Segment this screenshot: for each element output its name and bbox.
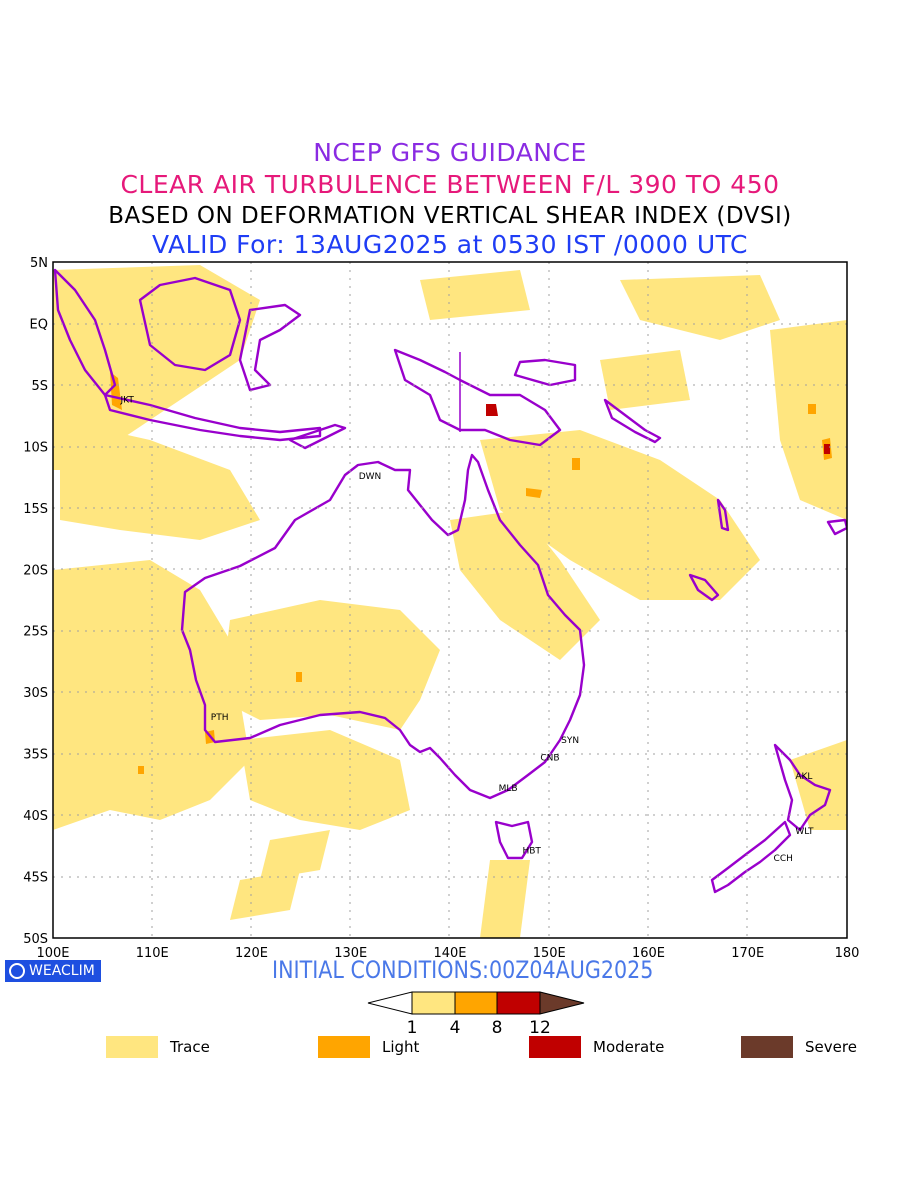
legend-label: Severe (805, 1038, 857, 1056)
lat-label: 10S (23, 440, 48, 455)
lon-label: 120E (235, 946, 268, 961)
station-label-akl: AKL (795, 772, 812, 782)
latitude-labels: 5N EQ 5S 10S 15S 20S 25S 30S 35S 40S 45S 50S (23, 256, 48, 947)
lat-label: 50S (23, 932, 48, 947)
colorbar-tick: 4 (450, 1018, 461, 1038)
legend-swatch (529, 1036, 581, 1058)
lat-label: 30S (23, 686, 48, 701)
map-frame (52, 261, 848, 939)
colorbar-tick: 12 (529, 1018, 551, 1038)
legend-label: Light (382, 1038, 420, 1056)
moderate-areas (486, 404, 830, 454)
lon-label: 100E (36, 946, 69, 961)
initial-conditions: INITIAL CONDITIONS:00Z04AUG2025 (272, 956, 654, 984)
colorbar-moderate (496, 991, 541, 1015)
station-label-dwn: DWN (359, 472, 382, 482)
lat-label: 20S (23, 563, 48, 578)
lon-label: 110E (136, 946, 169, 961)
lat-label: 45S (23, 871, 48, 886)
colorbar-trace (411, 991, 456, 1015)
legend-label: Moderate (593, 1038, 665, 1056)
station-label-cch: CCH (774, 854, 793, 864)
lat-label: 15S (23, 502, 48, 517)
lat-label: 40S (23, 809, 48, 824)
colorbar-min-arrow (367, 991, 413, 1015)
trace-areas (53, 265, 847, 938)
colorbar-light (454, 991, 498, 1015)
lon-label: 180 (835, 946, 860, 961)
lat-label: EQ (30, 317, 48, 332)
legend-swatch (106, 1036, 158, 1058)
lon-label: 150E (533, 946, 566, 961)
title-valid-time: VALID For: 13AUG2025 at 0530 IST /0000 U… (152, 230, 748, 259)
legend-swatch (741, 1036, 793, 1058)
station-label-jkt: JKT (119, 396, 134, 406)
weaclim-logo[interactable]: WEACLIM (5, 960, 101, 982)
lat-label: 5N (30, 256, 48, 271)
title-method: BASED ON DEFORMATION VERTICAL SHEAR INDE… (108, 203, 792, 229)
title-model: NCEP GFS GUIDANCE (313, 138, 587, 167)
station-label-cnb: CNB (540, 753, 559, 763)
logo-text: WEACLIM (29, 963, 95, 979)
legend-swatch (318, 1036, 370, 1058)
colorbar-tick: 8 (492, 1018, 503, 1038)
longitude-labels: 100E 110E 120E 130E 140E 150E 160E 170E 180 (36, 946, 859, 961)
lat-label: 5S (31, 379, 48, 394)
colorbar: 1 4 8 12 (367, 991, 585, 1038)
gridlines (53, 262, 847, 938)
lat-label: 35S (23, 748, 48, 763)
lon-label: 130E (334, 946, 367, 961)
station-label-syn: SYN (561, 736, 579, 746)
station-label-pth: PTH (211, 713, 229, 723)
lat-label: 25S (23, 625, 48, 640)
station-label-wlt: WLT (795, 827, 814, 837)
station-label-mlb: MLB (499, 784, 518, 794)
legend-label: Trace (170, 1038, 210, 1056)
lon-label: 160E (632, 946, 665, 961)
title-product: CLEAR AIR TURBULENCE BETWEEN F/L 390 TO … (120, 170, 780, 199)
coastlines (53, 268, 847, 894)
turbulence-field (53, 265, 847, 938)
logo-circle-icon (9, 963, 25, 979)
lon-label: 170E (731, 946, 764, 961)
colorbar-tick: 1 (407, 1018, 418, 1038)
lon-label: 140E (433, 946, 466, 961)
colorbar-severe-arrow (539, 991, 585, 1015)
station-label-hbt: HBT (522, 847, 541, 857)
